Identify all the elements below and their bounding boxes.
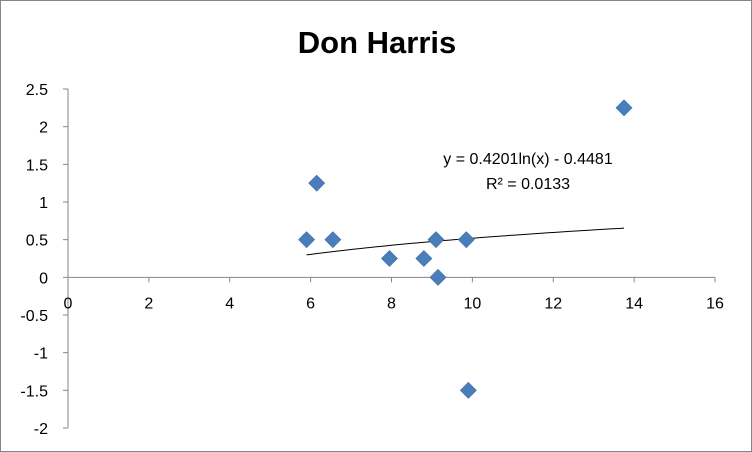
y-tick-label: 0 bbox=[39, 270, 48, 287]
data-point bbox=[381, 250, 398, 267]
data-point bbox=[457, 231, 475, 249]
x-axis-ticks: 0 2 4 6 8 10 12 14 16 bbox=[64, 277, 724, 312]
y-tick-label: -2 bbox=[34, 421, 48, 438]
data-point bbox=[415, 250, 433, 267]
y-tick-label: 0.5 bbox=[26, 233, 48, 250]
data-point bbox=[298, 231, 316, 249]
x-tick-label: 0 bbox=[64, 295, 73, 312]
axes: 2.5 2 1.5 1 0.5 0 -0.5 -1 -1.5 -2 0 2 4 6 8 10 12 14 16 bbox=[20, 82, 724, 438]
r-squared-label: R² = 0.0133 bbox=[486, 176, 570, 193]
data-point bbox=[427, 231, 445, 249]
y-tick-label: 2 bbox=[39, 120, 48, 137]
x-tick-label: 16 bbox=[706, 295, 724, 312]
x-tick-label: 8 bbox=[387, 295, 396, 312]
y-tick-label: 1 bbox=[39, 195, 48, 212]
data-point bbox=[429, 268, 447, 286]
data-point bbox=[459, 381, 477, 399]
y-tick-label: -0.5 bbox=[20, 308, 48, 325]
x-tick-label: 6 bbox=[306, 295, 315, 312]
data-points bbox=[298, 99, 633, 399]
data-point bbox=[308, 174, 326, 192]
data-point bbox=[324, 231, 342, 249]
x-tick-label: 14 bbox=[625, 295, 643, 312]
y-tick-label: 2.5 bbox=[26, 82, 48, 99]
chart-title: Don Harris bbox=[298, 25, 456, 60]
x-tick-label: 10 bbox=[463, 295, 481, 312]
data-point bbox=[615, 99, 633, 117]
x-tick-label: 12 bbox=[544, 295, 562, 312]
y-tick-label: -1.5 bbox=[20, 383, 48, 400]
x-tick-label: 2 bbox=[144, 295, 153, 312]
y-axis-ticks: 2.5 2 1.5 1 0.5 0 -0.5 -1 -1.5 -2 bbox=[20, 82, 68, 438]
y-tick-label: 1.5 bbox=[26, 157, 48, 174]
y-tick-label: -1 bbox=[34, 346, 48, 363]
x-tick-label: 4 bbox=[225, 295, 234, 312]
trendline-equation: y = 0.4201ln(x) - 0.4481 bbox=[443, 151, 613, 168]
